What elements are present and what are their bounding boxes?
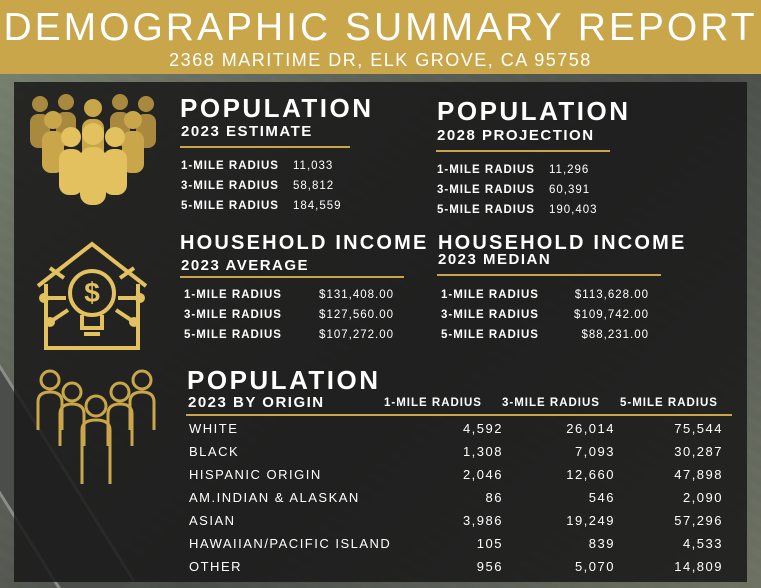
income-med-subtitle: 2023 MEDIAN: [438, 251, 552, 268]
income-avg-row: 5-MILE RADIUS $107,272.00: [184, 328, 393, 342]
origin-col-1mile: 1-MILE RADIUS: [384, 397, 482, 409]
pop2028-row: 1-MILE RADIUS 11,296: [437, 163, 588, 177]
income-med-row: 1-MILE RADIUS $113,628.00: [441, 288, 648, 302]
origin-value-3mile: 26,014: [566, 421, 615, 436]
pop2028-row-label: 1-MILE RADIUS: [437, 164, 535, 176]
origin-row-label: OTHER: [189, 559, 242, 574]
pop2028-row-value: 190,403: [549, 204, 598, 216]
pop2028-title: POPULATION: [437, 96, 631, 126]
pop2028-row: 5-MILE RADIUS 190,403: [437, 203, 597, 217]
origin-row: HAWAIIAN/PACIFIC ISLAND 105 839 4,533: [189, 536, 729, 552]
income-avg-row-value: $131,408.00: [319, 289, 394, 301]
origin-row: WHITE 4,592 26,014 75,544: [189, 421, 729, 437]
pop2023-row-value: 184,559: [293, 200, 342, 212]
origin-col-3mile: 3-MILE RADIUS: [502, 397, 600, 409]
income-avg-subtitle: 2023 AVERAGE: [181, 257, 310, 274]
origin-row: HISPANIC ORIGIN 2,046 12,660 47,898: [189, 467, 729, 483]
svg-text:$: $: [84, 277, 100, 308]
pop2028-row-label: 3-MILE RADIUS: [437, 184, 535, 196]
report-header: DEMOGRAPHIC SUMMARY REPORT 2368 MARITIME…: [0, 0, 761, 74]
origin-row-label: AM.INDIAN & ALASKAN: [189, 490, 360, 505]
pop2023-row-label: 5-MILE RADIUS: [181, 200, 279, 212]
origin-value-1mile: 4,592: [462, 421, 503, 436]
income-med-title: HOUSEHOLD INCOME: [438, 232, 687, 254]
pop2023-title: POPULATION: [180, 93, 374, 123]
origin-value-3mile: 7,093: [574, 444, 615, 459]
pop2023-row-value: 11,033: [293, 160, 334, 172]
origin-value-5mile: 47,898: [674, 467, 723, 482]
origin-value-3mile: 5,070: [574, 559, 615, 574]
origin-subtitle: 2023 BY ORIGIN: [188, 394, 325, 411]
origin-row-label: HAWAIIAN/PACIFIC ISLAND: [189, 536, 392, 551]
report-title: DEMOGRAPHIC SUMMARY REPORT: [3, 6, 758, 49]
income-med-row-value: $88,231.00: [581, 329, 649, 341]
income-med-row: 5-MILE RADIUS $88,231.00: [441, 328, 648, 342]
income-avg-divider: [180, 276, 404, 278]
origin-row-label: BLACK: [189, 444, 240, 459]
origin-title: POPULATION: [187, 365, 381, 395]
origin-value-5mile: 75,544: [674, 421, 723, 436]
pop2028-divider: [436, 150, 610, 152]
income-med-row-label: 1-MILE RADIUS: [441, 289, 539, 301]
income-med-divider: [437, 274, 661, 276]
origin-col-5mile: 5-MILE RADIUS: [620, 397, 718, 409]
origin-row: ASIAN 3,986 19,249 57,296: [189, 513, 729, 529]
origin-value-1mile: 86: [485, 490, 503, 505]
origin-value-5mile: 4,533: [682, 536, 723, 551]
house-dollar-lightbulb-icon: $: [36, 241, 148, 350]
origin-value-3mile: 19,249: [566, 513, 615, 528]
income-avg-row-value: $107,272.00: [319, 329, 394, 341]
origin-row-label: HISPANIC ORIGIN: [189, 467, 322, 482]
origin-value-3mile: 12,660: [566, 467, 615, 482]
origin-row: OTHER 956 5,070 14,809: [189, 559, 729, 575]
income-avg-row: 1-MILE RADIUS $131,408.00: [184, 288, 393, 302]
income-avg-row-label: 1-MILE RADIUS: [184, 289, 282, 301]
pop2028-row: 3-MILE RADIUS 60,391: [437, 183, 589, 197]
income-avg-row: 3-MILE RADIUS $127,560.00: [184, 308, 393, 322]
pop2023-row: 1-MILE RADIUS 11,033: [181, 159, 332, 173]
income-avg-row-label: 3-MILE RADIUS: [184, 309, 282, 321]
origin-value-1mile: 956: [476, 559, 503, 574]
origin-divider: [186, 414, 732, 416]
origin-value-3mile: 546: [588, 490, 615, 505]
income-avg-row-value: $127,560.00: [319, 309, 394, 321]
income-med-row-label: 3-MILE RADIUS: [441, 309, 539, 321]
pop2028-row-label: 5-MILE RADIUS: [437, 204, 535, 216]
pop2023-row-label: 1-MILE RADIUS: [181, 160, 279, 172]
origin-row-label: WHITE: [189, 421, 239, 436]
income-med-row-value: $113,628.00: [574, 289, 649, 301]
pop2023-row: 5-MILE RADIUS 184,559: [181, 199, 341, 213]
people-outline-group-icon: [36, 369, 156, 484]
pop2023-row-label: 3-MILE RADIUS: [181, 180, 279, 192]
income-med-row: 3-MILE RADIUS $109,742.00: [441, 308, 648, 322]
origin-row: AM.INDIAN & ALASKAN 86 546 2,090: [189, 490, 729, 506]
origin-value-1mile: 3,986: [462, 513, 503, 528]
pop2028-subtitle: 2028 PROJECTION: [437, 127, 595, 144]
origin-value-5mile: 30,287: [674, 444, 723, 459]
property-address: 2368 MARITIME DR, ELK GROVE, CA 95758: [169, 50, 592, 70]
pop2023-row-value: 58,812: [293, 180, 335, 192]
origin-row-label: ASIAN: [189, 513, 236, 528]
income-med-row-label: 5-MILE RADIUS: [441, 329, 539, 341]
origin-value-1mile: 2,046: [462, 467, 503, 482]
pop2023-divider: [180, 146, 350, 148]
pop2023-row: 3-MILE RADIUS 58,812: [181, 179, 333, 193]
origin-row: BLACK 1,308 7,093 30,287: [189, 444, 729, 460]
pop2023-subtitle: 2023 ESTIMATE: [181, 123, 313, 140]
pop2028-row-value: 11,296: [549, 164, 590, 176]
income-avg-title: HOUSEHOLD INCOME: [180, 232, 429, 254]
origin-value-5mile: 2,090: [682, 490, 723, 505]
people-group-icon: [30, 94, 156, 205]
origin-value-5mile: 57,296: [674, 513, 723, 528]
origin-value-5mile: 14,809: [674, 559, 723, 574]
income-avg-row-label: 5-MILE RADIUS: [184, 329, 282, 341]
pop2028-row-value: 60,391: [549, 184, 591, 196]
origin-value-3mile: 839: [588, 536, 615, 551]
origin-value-1mile: 105: [476, 536, 503, 551]
income-med-row-value: $109,742.00: [574, 309, 649, 321]
origin-value-1mile: 1,308: [462, 444, 503, 459]
